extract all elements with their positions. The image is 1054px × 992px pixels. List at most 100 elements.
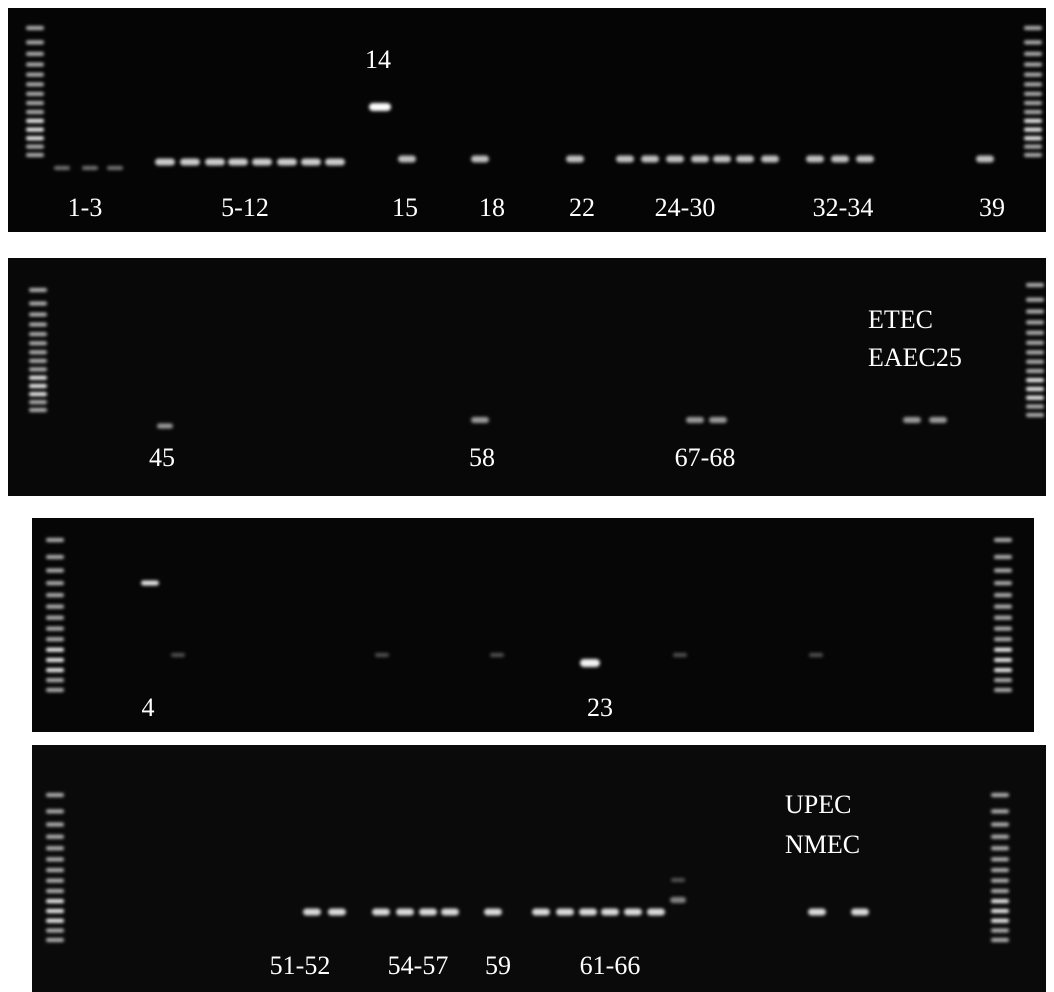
band [808,909,826,916]
ladder-band [46,857,64,861]
ladder-band [991,868,1009,872]
ladder-band [29,408,47,412]
ladder-band [29,341,47,345]
ladder-band [46,538,64,542]
lane-label: 23 [587,693,613,722]
ladder-band [26,26,44,30]
band [761,156,779,163]
ladder-band [1026,413,1044,417]
lane-label: 54-57 [388,951,449,980]
ladder-band [994,569,1012,573]
ladder-band [29,288,47,292]
band [171,653,185,657]
band [976,156,994,163]
ladder-band [1026,360,1044,364]
lane-label: 1-3 [68,193,103,222]
ladder-band [994,678,1012,682]
ladder-band [46,919,64,923]
gel-panel [32,745,1046,992]
lane-label: 58 [469,443,495,472]
ladder-band [29,350,47,354]
ladder-band [46,581,64,585]
ladder-band [994,648,1012,652]
band [375,653,389,657]
ladder-band [26,110,44,114]
ladder-band [991,823,1009,827]
gel-figure: 14 1-3 5-12 15 18 22 24-30 32-34 39 ETEC… [0,0,1054,992]
band [616,156,634,163]
band [673,653,687,657]
ladder-band [46,637,64,641]
ladder-band [26,52,44,56]
ladder-band [26,136,44,140]
gel-panel [8,8,1046,232]
ladder-band [46,593,64,597]
ladder-band [1024,145,1042,149]
ladder-band [26,128,44,132]
control-label: UPEC [785,790,851,819]
ladder-band [1024,101,1042,105]
ladder-band [1024,136,1042,140]
ladder-band [46,879,64,883]
lane-label: 15 [392,193,418,222]
ladder-band [1026,341,1044,345]
ladder-band [1024,40,1042,44]
band [579,909,597,916]
ladder-band [991,928,1009,932]
ladder-band [994,555,1012,559]
ladder-band [994,605,1012,609]
ladder-band [26,153,44,157]
lane-label: 32-34 [813,193,874,222]
ladder-band [46,938,64,942]
ladder-band [46,909,64,913]
band [419,909,437,916]
ladder-band [1026,309,1044,313]
ladder-band [1026,378,1044,382]
ladder-band [46,868,64,872]
band [471,156,489,163]
lane-label: 67-68 [675,443,736,472]
band [180,159,200,166]
ladder-band [46,889,64,893]
band [566,156,584,163]
page: 14 1-3 5-12 15 18 22 24-30 32-34 39 ETEC… [0,0,1054,992]
ladder-band [46,555,64,559]
ladder-band [29,400,47,404]
band [490,653,504,657]
band [301,159,321,166]
band [441,909,459,916]
ladder-band [991,889,1009,893]
ladder-band [1024,92,1042,96]
ladder-band [991,919,1009,923]
band [624,909,642,916]
ladder-band [46,835,64,839]
ladder-band [1026,350,1044,354]
ladder-band [46,809,64,813]
ladder-band [994,593,1012,597]
band [252,159,272,166]
ladder-band [991,899,1009,903]
lane-label: 59 [485,951,511,980]
ladder-band [994,668,1012,672]
ladder-band [994,658,1012,662]
band [647,909,665,916]
band [713,156,731,163]
band [671,878,685,882]
ladder-band [994,581,1012,585]
ladder-band [26,145,44,149]
ladder-band [46,688,64,692]
ladder-band [1024,26,1042,30]
band [929,417,947,423]
ladder-band [46,648,64,652]
band [54,166,70,170]
ladder-band [991,909,1009,913]
control-label: ETEC [868,305,933,334]
band [903,417,921,423]
band [686,417,704,423]
band [806,156,824,163]
band [155,159,175,166]
band [325,159,345,166]
band [107,166,123,170]
ladder-band [994,616,1012,620]
band [277,159,297,166]
